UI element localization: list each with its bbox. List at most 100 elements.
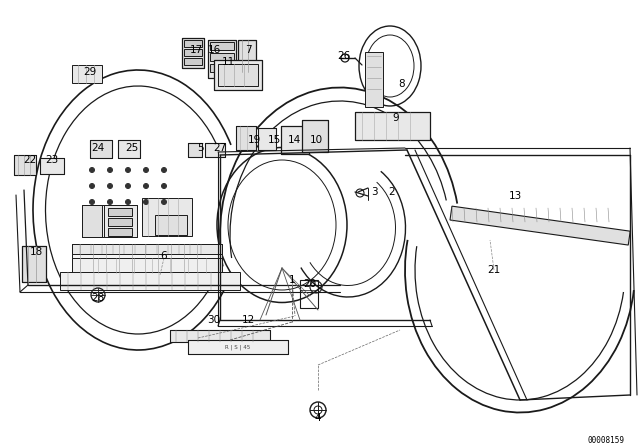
Bar bbox=[142, 198, 192, 236]
Bar bbox=[188, 340, 288, 354]
Text: 19: 19 bbox=[248, 135, 260, 145]
Bar bbox=[281, 126, 309, 154]
Text: 22: 22 bbox=[24, 155, 36, 165]
Bar bbox=[210, 42, 234, 50]
Bar bbox=[108, 208, 132, 216]
Text: 18: 18 bbox=[29, 247, 43, 257]
Bar bbox=[72, 244, 222, 254]
Bar bbox=[236, 126, 256, 150]
Text: 4: 4 bbox=[315, 413, 321, 423]
Text: 00008159: 00008159 bbox=[588, 435, 625, 444]
Bar bbox=[188, 340, 288, 354]
Circle shape bbox=[108, 199, 113, 204]
Bar bbox=[60, 272, 240, 290]
Text: 6: 6 bbox=[161, 251, 167, 261]
Bar bbox=[238, 40, 256, 72]
Circle shape bbox=[125, 199, 131, 204]
Text: 5: 5 bbox=[196, 143, 204, 153]
Text: 12: 12 bbox=[241, 315, 255, 325]
Circle shape bbox=[108, 168, 113, 172]
Text: 1: 1 bbox=[289, 275, 295, 285]
Bar bbox=[108, 218, 132, 226]
Bar bbox=[205, 143, 225, 157]
Bar bbox=[118, 140, 140, 158]
Bar bbox=[22, 246, 46, 282]
Bar bbox=[82, 205, 102, 237]
Text: 16: 16 bbox=[207, 45, 221, 55]
Bar bbox=[302, 120, 328, 152]
Bar bbox=[184, 40, 202, 47]
Text: 28: 28 bbox=[92, 293, 104, 303]
Bar bbox=[170, 330, 270, 342]
Bar bbox=[90, 140, 112, 158]
Bar bbox=[238, 40, 256, 72]
Bar bbox=[14, 155, 36, 175]
Bar bbox=[188, 143, 202, 157]
Text: 27: 27 bbox=[213, 143, 227, 153]
Bar bbox=[450, 206, 630, 245]
Bar bbox=[302, 120, 328, 152]
Circle shape bbox=[161, 184, 166, 189]
Bar bbox=[214, 60, 262, 90]
Bar bbox=[104, 205, 137, 237]
Bar bbox=[155, 215, 187, 235]
Bar bbox=[214, 60, 262, 90]
Bar bbox=[355, 112, 430, 140]
Bar bbox=[184, 49, 202, 56]
Text: 13: 13 bbox=[508, 191, 522, 201]
Text: 10: 10 bbox=[309, 135, 323, 145]
Bar bbox=[281, 126, 309, 154]
Circle shape bbox=[90, 199, 95, 204]
Bar bbox=[258, 128, 276, 150]
Circle shape bbox=[161, 199, 166, 204]
Bar bbox=[184, 58, 202, 65]
Text: 25: 25 bbox=[125, 143, 139, 153]
Bar bbox=[72, 244, 222, 272]
Text: 7: 7 bbox=[244, 45, 252, 55]
Bar bbox=[208, 40, 236, 78]
Circle shape bbox=[143, 184, 148, 189]
Text: 20: 20 bbox=[303, 279, 317, 289]
Text: 26: 26 bbox=[337, 51, 351, 61]
Bar bbox=[40, 158, 64, 174]
Circle shape bbox=[161, 168, 166, 172]
Bar bbox=[210, 64, 234, 72]
Bar bbox=[210, 53, 234, 61]
Bar bbox=[14, 155, 36, 175]
Bar bbox=[182, 38, 204, 68]
Text: 23: 23 bbox=[45, 155, 59, 165]
Circle shape bbox=[108, 184, 113, 189]
Bar bbox=[182, 38, 204, 68]
Bar bbox=[90, 140, 112, 158]
Bar bbox=[236, 126, 256, 150]
Bar bbox=[218, 64, 258, 86]
Bar bbox=[365, 52, 383, 107]
Bar bbox=[258, 128, 276, 150]
Text: 14: 14 bbox=[287, 135, 301, 145]
Bar bbox=[170, 330, 270, 342]
Bar bbox=[118, 140, 140, 158]
Bar bbox=[108, 228, 132, 236]
Bar bbox=[355, 112, 430, 140]
Text: 24: 24 bbox=[92, 143, 104, 153]
Text: 21: 21 bbox=[488, 265, 500, 275]
Bar bbox=[82, 205, 137, 237]
Text: 30: 30 bbox=[207, 315, 221, 325]
Text: 2: 2 bbox=[388, 187, 396, 197]
Text: 15: 15 bbox=[268, 135, 280, 145]
Text: 8: 8 bbox=[399, 79, 405, 89]
Bar bbox=[72, 65, 102, 83]
Bar bbox=[208, 40, 236, 78]
Text: 11: 11 bbox=[221, 57, 235, 67]
Bar bbox=[188, 143, 202, 157]
Text: 9: 9 bbox=[393, 113, 399, 123]
Bar bbox=[22, 246, 46, 282]
Bar bbox=[40, 158, 64, 174]
Text: 29: 29 bbox=[83, 67, 97, 77]
Bar bbox=[300, 280, 318, 308]
Circle shape bbox=[90, 168, 95, 172]
Circle shape bbox=[90, 184, 95, 189]
Bar bbox=[72, 258, 222, 273]
Circle shape bbox=[143, 199, 148, 204]
Circle shape bbox=[125, 168, 131, 172]
